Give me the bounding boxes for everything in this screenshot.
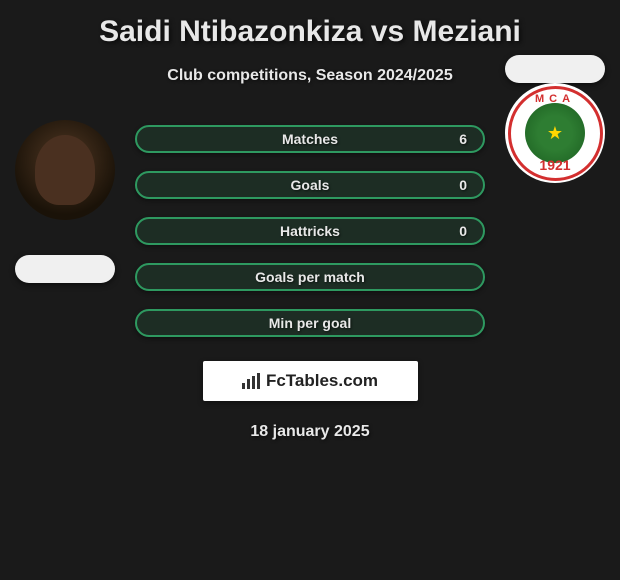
infographic-container: Saidi Ntibazonkiza vs Meziani Club compe… (0, 0, 620, 451)
stat-pill-goals-per-match: Goals per match (135, 263, 485, 291)
star-icon: ★ (547, 123, 563, 144)
stat-pill-min-per-goal: Min per goal (135, 309, 485, 337)
stat-pill-goals: Goals 0 (135, 171, 485, 199)
player-right-club-badge: MCA Football ★ 1921 (505, 83, 605, 183)
stat-label: Min per goal (269, 315, 351, 331)
main-row: MCA Football ★ 1921 Matches 6 Goals 0 Ha… (0, 120, 620, 337)
player-right-flag-pill (505, 55, 605, 83)
player-right-block: MCA Football ★ 1921 (500, 175, 610, 183)
subtitle: Club competitions, Season 2024/2025 (167, 67, 452, 85)
brand-text: FcTables.com (266, 371, 378, 391)
stat-label: Goals (291, 177, 330, 193)
stat-label: Goals per match (255, 269, 365, 285)
date-text: 18 january 2025 (250, 423, 369, 441)
stat-value-right: 0 (459, 177, 467, 193)
bar-chart-icon (242, 373, 262, 389)
player-left-block (10, 120, 120, 283)
badge-inner-circle: ★ (525, 103, 585, 163)
player-left-flag-pill (15, 255, 115, 283)
badge-year: 1921 (539, 157, 570, 173)
stats-list: Matches 6 Goals 0 Hattricks 0 Goals per … (135, 125, 485, 337)
stat-pill-hattricks: Hattricks 0 (135, 217, 485, 245)
brand-box: FcTables.com (203, 361, 418, 401)
stat-value-right: 0 (459, 223, 467, 239)
player-left-avatar (15, 120, 115, 220)
stat-label: Hattricks (280, 223, 340, 239)
page-title: Saidi Ntibazonkiza vs Meziani (99, 15, 521, 49)
stat-value-right: 6 (459, 131, 467, 147)
stat-label: Matches (282, 131, 338, 147)
stat-pill-matches: Matches 6 (135, 125, 485, 153)
